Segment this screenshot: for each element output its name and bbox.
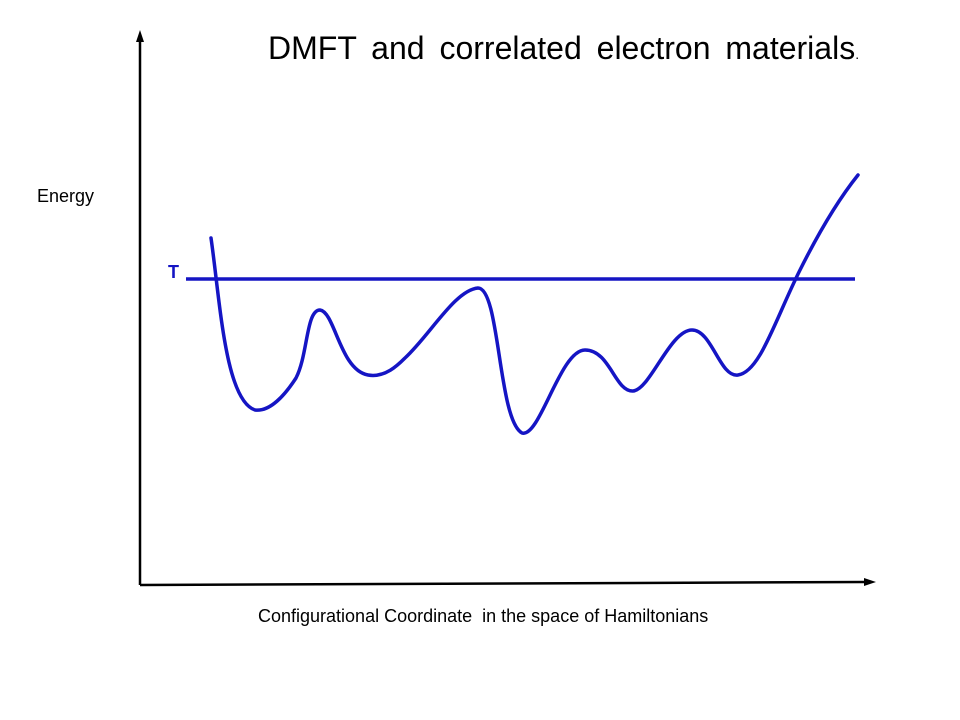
x-axis-arrowhead bbox=[864, 578, 876, 586]
threshold-label: T bbox=[168, 262, 179, 282]
title-text: DMFT and correlated electron materials bbox=[268, 30, 856, 66]
title-period: . bbox=[855, 46, 860, 62]
y-axis-label: Energy bbox=[37, 186, 95, 206]
x-axis bbox=[139, 580, 867, 587]
y-axis-arrowhead bbox=[136, 30, 144, 42]
energy-curve bbox=[209, 173, 860, 435]
diagram-title: DMFT and correlated electron materials. bbox=[268, 30, 859, 67]
x-axis-label: Configurational Coordinate in the space … bbox=[258, 606, 709, 626]
